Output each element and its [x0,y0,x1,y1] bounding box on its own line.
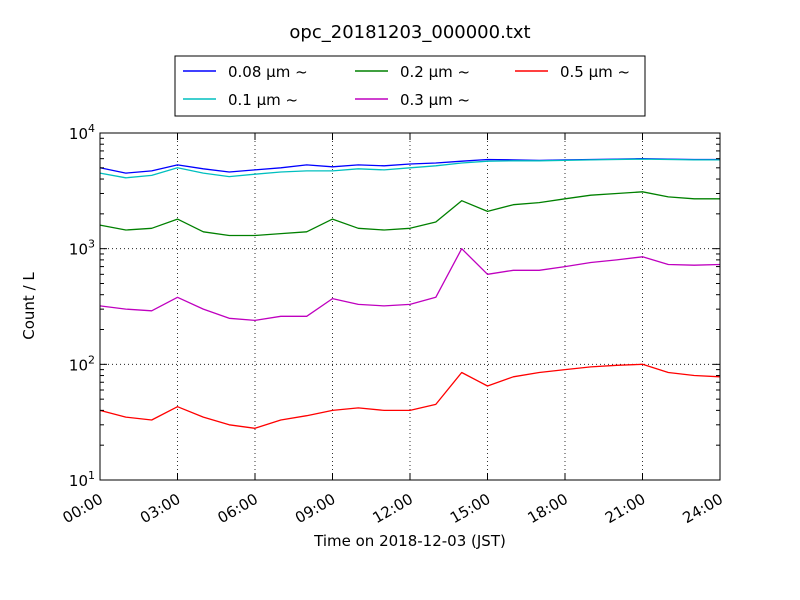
grid [100,133,720,480]
legend-label: 0.2 μm ~ [400,63,470,81]
y-tick-label: 103 [69,238,95,259]
legend-label: 0.1 μm ~ [228,91,298,109]
legend: 0.08 μm ~ 0.1 μm ~ 0.2 μm ~ 0.3 μm ~ 0.5 μm … [174,55,646,117]
legend-label: 0.5 μm ~ [560,63,630,81]
series-line-3 [99,248,721,322]
ticks [99,132,721,481]
x-axis-label: Time on 2018-12-03 (JST) [313,532,506,550]
y-tick-base: 10 [69,125,88,143]
y-tick-base: 10 [69,241,88,259]
y-tick-label: 104 [69,122,95,143]
series-layer [99,158,721,429]
legend-frame [174,55,646,117]
legend-label: 0.3 μm ~ [400,91,470,109]
y-tick-label: 102 [69,353,95,374]
chart-title: opc_20181203_000000.txt [289,22,530,43]
legend-label: 0.08 μm ~ [228,63,308,81]
y-axis-label: Count / L [20,272,38,340]
y-tick-base: 10 [69,472,88,490]
series-line-1 [99,158,720,179]
series-line-2 [99,191,720,237]
y-tick-exponent: 4 [88,122,95,135]
y-tick-base: 10 [69,356,88,374]
y-tick-exponent: 3 [88,238,95,251]
y-tick-exponent: 2 [88,353,95,366]
series-line-4 [99,363,721,429]
y-tick-label: 101 [69,469,95,490]
y-tick-exponent: 1 [88,469,95,482]
